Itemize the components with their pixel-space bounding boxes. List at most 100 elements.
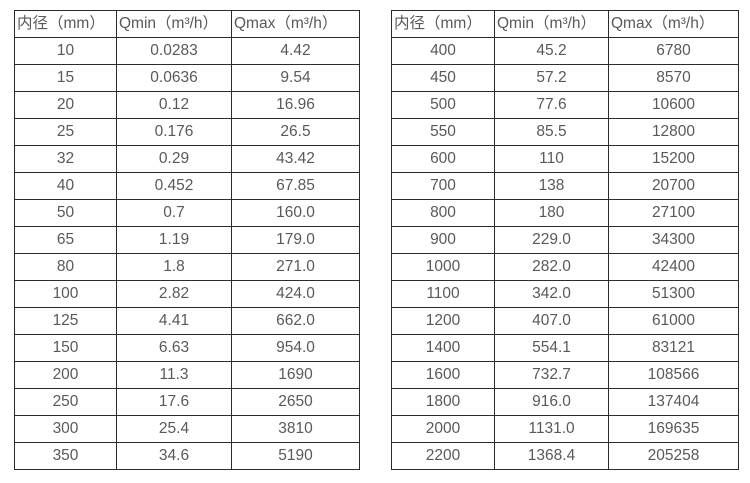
table-cell: 900	[391, 226, 495, 254]
table-row: 32 0.29 43.42	[14, 145, 360, 173]
table-row: 200 11.3 1690	[14, 361, 360, 389]
table-cell: 43.42	[231, 145, 360, 173]
table-cell: 125	[14, 307, 117, 335]
table-cell: 0.452	[116, 172, 232, 200]
table-row: 700 138 20700	[391, 172, 739, 200]
table-cell: 12800	[608, 118, 739, 146]
table-cell: 3810	[231, 415, 360, 443]
table-row: 50 0.7 160.0	[14, 199, 360, 227]
table-cell: 2000	[391, 415, 495, 443]
table-cell: 0.12	[116, 91, 232, 119]
table-cell: 600	[391, 145, 495, 173]
table-cell: 250	[14, 388, 117, 416]
table-cell: 350	[14, 442, 117, 470]
table-row: 10 0.0283 4.42	[14, 37, 360, 65]
table-row: 25 0.176 26.5	[14, 118, 360, 146]
column-header: Qmin（m³/h）	[494, 10, 609, 38]
table-cell: 65	[14, 226, 117, 254]
table-cell: 1200	[391, 307, 495, 335]
table-cell: 9.54	[231, 64, 360, 92]
column-header: 内径（mm）	[14, 10, 117, 38]
table-cell: 67.85	[231, 172, 360, 200]
table-row: 1100 342.0 51300	[391, 280, 739, 308]
table-cell: 0.0283	[116, 37, 232, 65]
table-cell: 954.0	[231, 334, 360, 362]
table-row: 800 180 27100	[391, 199, 739, 227]
table-row: 500 77.6 10600	[391, 91, 739, 119]
table-cell: 5190	[231, 442, 360, 470]
table-cell: 271.0	[231, 253, 360, 281]
table-cell: 662.0	[231, 307, 360, 335]
table-cell: 16.96	[231, 91, 360, 119]
table-cell: 100	[14, 280, 117, 308]
table-cell: 200	[14, 361, 117, 389]
table-cell: 15	[14, 64, 117, 92]
table-cell: 500	[391, 91, 495, 119]
table-cell: 700	[391, 172, 495, 200]
column-header: Qmax（m³/h）	[608, 10, 739, 38]
table-cell: 45.2	[494, 37, 609, 65]
table-row: 125 4.41 662.0	[14, 307, 360, 335]
table-cell: 137404	[608, 388, 739, 416]
table-cell: 229.0	[494, 226, 609, 254]
table-cell: 20700	[608, 172, 739, 200]
table-row: 450 57.2 8570	[391, 64, 739, 92]
table-cell: 1.8	[116, 253, 232, 281]
table-cell: 20	[14, 91, 117, 119]
table-cell: 34.6	[116, 442, 232, 470]
table-row: 900 229.0 34300	[391, 226, 739, 254]
table-cell: 554.1	[494, 334, 609, 362]
flow-table-right: 内径（mm） Qmin（m³/h） Qmax（m³/h） 400 45.2 6780 450…	[391, 10, 739, 470]
table-cell: 1690	[231, 361, 360, 389]
table-cell: 342.0	[494, 280, 609, 308]
table-cell: 1400	[391, 334, 495, 362]
column-header: Qmax（m³/h）	[231, 10, 360, 38]
table-cell: 10600	[608, 91, 739, 119]
table-cell: 27100	[608, 199, 739, 227]
table-cell: 2650	[231, 388, 360, 416]
table-cell: 179.0	[231, 226, 360, 254]
table-cell: 1100	[391, 280, 495, 308]
table-cell: 51300	[608, 280, 739, 308]
table-cell: 6780	[608, 37, 739, 65]
table-cell: 61000	[608, 307, 739, 335]
table-cell: 85.5	[494, 118, 609, 146]
table-cell: 42400	[608, 253, 739, 281]
table-cell: 6.63	[116, 334, 232, 362]
flow-table-left: 内径（mm） Qmin（m³/h） Qmax（m³/h） 10 0.0283 4.42 15…	[14, 10, 360, 470]
table-cell: 400	[391, 37, 495, 65]
table-row: 150 6.63 954.0	[14, 334, 360, 362]
table-cell: 110	[494, 145, 609, 173]
table-cell: 1368.4	[494, 442, 609, 470]
table-row: 65 1.19 179.0	[14, 226, 360, 254]
table-cell: 108566	[608, 361, 739, 389]
column-header: Qmin（m³/h）	[116, 10, 232, 38]
table-cell: 150	[14, 334, 117, 362]
table-cell: 8570	[608, 64, 739, 92]
table-row: 80 1.8 271.0	[14, 253, 360, 281]
table-cell: 138	[494, 172, 609, 200]
table-row: 350 34.6 5190	[14, 442, 360, 470]
column-header: 内径（mm）	[391, 10, 495, 38]
table-cell: 77.6	[494, 91, 609, 119]
table-cell: 282.0	[494, 253, 609, 281]
table-row: 400 45.2 6780	[391, 37, 739, 65]
table-cell: 0.7	[116, 199, 232, 227]
table-row: 1600 732.7 108566	[391, 361, 739, 389]
table-cell: 1000	[391, 253, 495, 281]
table-cell: 34300	[608, 226, 739, 254]
table-cell: 26.5	[231, 118, 360, 146]
table-row: 300 25.4 3810	[14, 415, 360, 443]
table-cell: 205258	[608, 442, 739, 470]
table-row: 40 0.452 67.85	[14, 172, 360, 200]
table-cell: 50	[14, 199, 117, 227]
table-row: 1200 407.0 61000	[391, 307, 739, 335]
header-row: 内径（mm） Qmin（m³/h） Qmax（m³/h）	[391, 10, 739, 38]
table-row: 2200 1368.4 205258	[391, 442, 739, 470]
table-cell: 407.0	[494, 307, 609, 335]
table-cell: 2200	[391, 442, 495, 470]
table-row: 1000 282.0 42400	[391, 253, 739, 281]
table-cell: 15200	[608, 145, 739, 173]
table-cell: 25	[14, 118, 117, 146]
table-cell: 32	[14, 145, 117, 173]
